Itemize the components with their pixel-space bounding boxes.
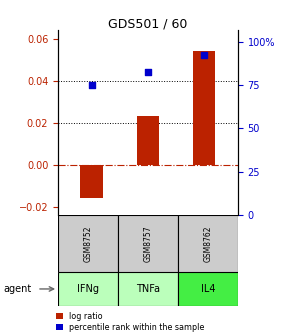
Bar [80, 165, 103, 198]
Legend: log ratio, percentile rank within the sample: log ratio, percentile rank within the sa… [56, 311, 204, 332]
Bar [178, 272, 238, 306]
Text: IL4: IL4 [201, 284, 215, 294]
Text: IFNg: IFNg [77, 284, 99, 294]
Bar [118, 272, 178, 306]
Title: GDS501 / 60: GDS501 / 60 [108, 17, 188, 30]
Bar [58, 272, 118, 306]
Point [89, 82, 94, 87]
Point [202, 53, 206, 58]
Text: TNFa: TNFa [136, 284, 160, 294]
Bar [58, 215, 118, 272]
Text: GSM8757: GSM8757 [143, 225, 153, 262]
Bar [137, 116, 159, 165]
Text: GSM8752: GSM8752 [84, 225, 93, 262]
Bar [178, 215, 238, 272]
Point [146, 70, 150, 75]
Bar [193, 51, 215, 165]
Text: agent: agent [3, 284, 31, 294]
Text: GSM8762: GSM8762 [203, 225, 212, 262]
Bar [118, 215, 178, 272]
